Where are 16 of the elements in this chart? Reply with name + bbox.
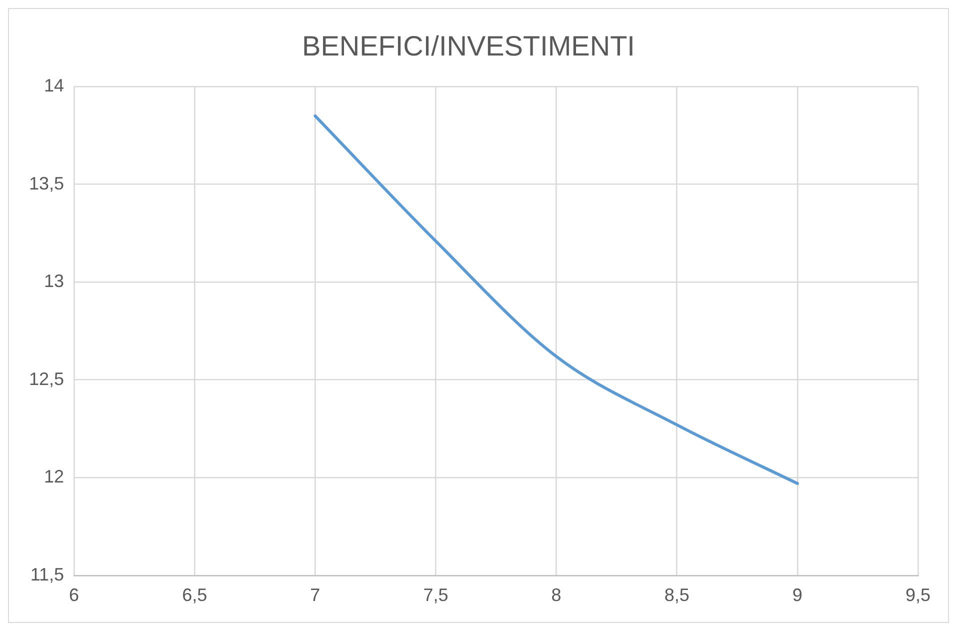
y-tick-label: 13,5 <box>28 173 64 194</box>
x-tick-label: 6 <box>69 585 80 606</box>
x-tick-label: 8 <box>551 585 562 606</box>
y-tick-label: 12 <box>44 466 64 487</box>
y-tick-label: 11,5 <box>30 564 64 584</box>
y-tick-label: 14 <box>44 76 64 96</box>
y-tick-label: 13 <box>44 271 64 292</box>
x-tick-label: 7 <box>310 585 320 606</box>
x-tick-label: 6,5 <box>182 585 208 606</box>
x-tick-label: 8,5 <box>664 585 690 606</box>
x-tick-label: 9,5 <box>905 585 931 606</box>
chart-title: BENEFICI/INVESTIMENTI <box>302 30 635 62</box>
x-tick-label: 7,5 <box>423 585 448 606</box>
y-tick-label: 12,5 <box>28 368 64 389</box>
line-series <box>314 114 799 486</box>
x-tick-label: 9 <box>792 585 802 606</box>
